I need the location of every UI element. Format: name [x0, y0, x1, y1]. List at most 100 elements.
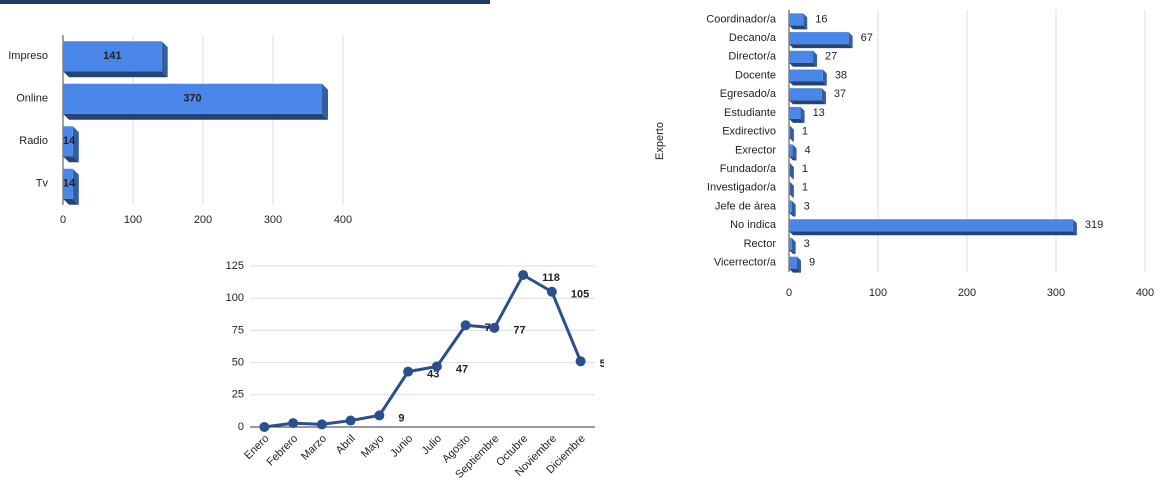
bar [789, 144, 793, 157]
data-label: 370 [183, 93, 201, 105]
x-tick-label: Febrero [265, 433, 301, 469]
x-tick-label: 400 [1136, 287, 1154, 299]
point [431, 361, 442, 372]
bar-bottom [789, 268, 802, 273]
bar [789, 88, 822, 101]
y-tick-label: 25 [232, 389, 244, 401]
bar-bottom [789, 212, 796, 217]
bar-bottom [63, 113, 328, 120]
y-tick-label: 50 [232, 357, 244, 369]
bar-side [813, 50, 818, 67]
x-tick-label: 0 [60, 214, 66, 226]
bar-bottom [789, 81, 827, 86]
y-tick-label: Investigador/a [707, 182, 777, 194]
bar-side [161, 41, 168, 78]
data-label: 1 [802, 163, 808, 175]
bar [789, 200, 792, 213]
point [575, 356, 586, 367]
data-label: 9 [398, 412, 404, 424]
data-label: 13 [813, 107, 825, 119]
x-tick-label: 100 [869, 287, 887, 299]
bar-bottom [63, 71, 168, 78]
bar-side [791, 200, 796, 217]
bar-bottom [789, 137, 794, 142]
y-tick-label: Online [16, 93, 48, 105]
bar [63, 41, 162, 72]
bar-bottom [789, 249, 796, 254]
bar [789, 256, 798, 269]
bar-bottom [789, 100, 826, 105]
point [546, 286, 557, 297]
data-label: 4 [805, 144, 811, 156]
y-tick-label: Estudiante [724, 107, 776, 119]
x-tick-label: Marzo [299, 433, 329, 463]
bar [789, 32, 849, 45]
point [489, 322, 500, 333]
x-tick-label: 300 [1047, 287, 1065, 299]
y-tick-label: 100 [226, 292, 244, 304]
bar-bottom [789, 62, 818, 67]
y-tick-label: Tv [36, 178, 49, 190]
bar [789, 163, 790, 176]
bar [63, 126, 73, 157]
bar-side [821, 88, 826, 105]
y-tick-label: Egresado/a [720, 88, 777, 100]
bar-side [822, 69, 827, 86]
data-label: 319 [1085, 219, 1103, 231]
x-tick-label: Junio [388, 433, 415, 460]
bar [789, 181, 790, 194]
point [288, 418, 299, 429]
bar [789, 13, 804, 26]
data-label: 43 [427, 369, 439, 381]
y-tick-label: No indica [730, 219, 777, 231]
bar-side [789, 181, 794, 198]
y-tick-label: Exdirectivo [722, 126, 776, 138]
y-tick-label: Vicerrector/a [714, 257, 777, 269]
point [345, 415, 356, 426]
point [259, 422, 270, 432]
y-tick-label: Jefe de área [715, 200, 777, 212]
data-label: 14 [63, 135, 76, 147]
data-label: 3 [804, 238, 810, 250]
bar [63, 83, 322, 114]
bar-side [848, 32, 853, 49]
y-tick-label: Fundador/a [720, 163, 777, 175]
point [460, 320, 471, 331]
header-strip [0, 0, 490, 4]
x-tick-label: 300 [264, 214, 282, 226]
x-tick-label: Mayo [359, 433, 387, 461]
data-label: 118 [542, 272, 560, 284]
bar-bottom [789, 25, 808, 30]
data-label: 3 [804, 200, 810, 212]
bar-bottom [63, 198, 79, 205]
data-label: 105 [571, 289, 589, 301]
point [374, 410, 385, 421]
y-tick-label: 125 [226, 260, 244, 272]
bar-bottom [789, 193, 794, 198]
point [518, 270, 529, 281]
bar [789, 125, 790, 138]
y-tick-label: Docente [735, 69, 776, 81]
bar [789, 50, 814, 63]
bar-bottom [63, 156, 79, 163]
x-tick-label: 400 [334, 214, 352, 226]
bar-side [797, 256, 802, 273]
y-tick-label: Impreso [8, 50, 48, 62]
bar-bottom [789, 44, 853, 49]
bar-bottom [789, 118, 805, 123]
data-label: 1 [802, 126, 808, 138]
bar-bottom [789, 231, 1077, 236]
x-tick-label: Julio [420, 433, 444, 457]
bar-bottom [789, 156, 797, 161]
data-label: 37 [834, 88, 846, 100]
x-tick-label: 200 [194, 214, 212, 226]
data-label: 67 [861, 32, 873, 44]
data-label: 141 [103, 50, 121, 62]
y-tick-label: Decano/a [729, 32, 777, 44]
bar [789, 237, 792, 250]
bar-side [791, 237, 796, 254]
bar-side [792, 144, 797, 161]
bar-side [789, 163, 794, 180]
data-label: 77 [513, 325, 525, 337]
